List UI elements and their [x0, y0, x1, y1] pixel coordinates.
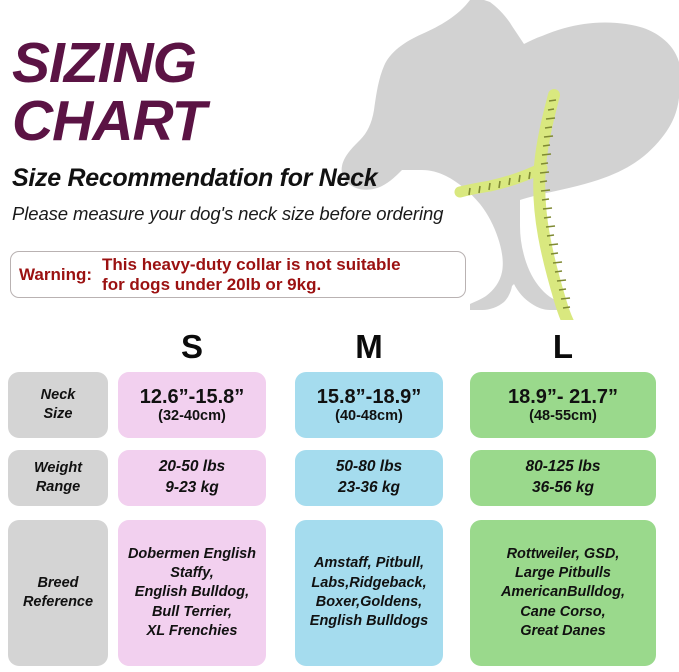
header-block: SIZING CHART Size Recommendation for Nec… [12, 31, 482, 225]
weight-range-s-kg: 9-23 kg [165, 479, 219, 496]
warning-message-line2: for dogs under 20lb or 9kg. [102, 274, 322, 294]
page-title-line1: SIZING [12, 31, 197, 95]
weight-range-s-lbs: 20-50 lbs [158, 458, 226, 476]
measure-instruction: Please measure your dog's neck size befo… [12, 202, 444, 224]
row-label-breed-reference-line2: Reference [22, 594, 94, 610]
neck-size-l-cm: (48-55cm) [529, 407, 597, 424]
row-label-weight-range-line1: Weight [33, 460, 83, 477]
neck-size-l-inches: 18.9”- 21.7” [507, 385, 619, 408]
breed-m-line3: Boxer,Goldens, [315, 594, 423, 610]
breed-m-line4: English Bulldogs [309, 613, 429, 630]
breed-s-line3: English Bulldog, [134, 584, 250, 601]
breed-m-line1: Amstaff, Pitbull, [313, 555, 425, 572]
weight-range-l-kg: 36-56 kg [531, 479, 595, 496]
cell-weight-range-m: 50-80 lbs 23-36 kg [295, 450, 443, 506]
row-label-weight-range-line2: Range [35, 479, 81, 495]
neck-size-m-inches: 15.8”-18.9” [316, 385, 422, 408]
cell-breed-reference-m: Amstaff, Pitbull, Labs,Ridgeback, Boxer,… [295, 520, 443, 666]
breed-s-line5: XL Frenchies [146, 622, 238, 639]
size-header-s: S [180, 328, 203, 365]
breed-s-line2: Staffy, [170, 565, 214, 582]
row-label-breed-reference-line1: Breed [37, 575, 79, 592]
tape-band-main [533, 89, 574, 320]
cell-breed-reference-s: Dobermen English Staffy, English Bulldog… [118, 520, 266, 666]
breed-l-line4: Cane Corso, [520, 603, 606, 620]
warning-message: This heavy-duty collar is not suitable f… [102, 255, 401, 293]
cell-neck-size-m: 15.8”-18.9” (40-48cm) [295, 372, 443, 438]
weight-range-m-lbs: 50-80 lbs [335, 458, 403, 476]
breed-s-line1: Dobermen English [127, 545, 257, 562]
breed-s-line4: Bull Terrier, [151, 603, 233, 620]
cell-neck-size-l: 18.9”- 21.7” (48-55cm) [470, 372, 656, 438]
cell-weight-range-s: 20-50 lbs 9-23 kg [118, 450, 266, 506]
warning-message-line1: This heavy-duty collar is not suitable [102, 255, 401, 275]
row-label-neck-size: Neck Size [8, 372, 108, 438]
row-label-neck-size-line2: Size [43, 406, 73, 422]
breed-l-line5: Great Danes [520, 622, 606, 639]
breed-l-line2: Large Pitbulls [515, 565, 611, 582]
neck-size-s-cm: (32-40cm) [158, 407, 226, 424]
cell-weight-range-l: 80-125 lbs 36-56 kg [470, 450, 656, 506]
breed-l-line1: Rottweiler, GSD, [506, 545, 620, 562]
warning-label: Warning: [19, 264, 93, 284]
page-subtitle: Size Recommendation for Neck [12, 163, 378, 192]
weight-range-m-kg: 23-36 kg [337, 479, 401, 496]
page-title-line2: CHART [12, 88, 206, 153]
warning-box: Warning: This heavy-duty collar is not s… [10, 251, 466, 298]
weight-range-l-lbs: 80-125 lbs [525, 458, 601, 476]
size-header-l: L [552, 328, 574, 365]
neck-size-s-inches: 12.6”-15.8” [139, 385, 245, 408]
cell-neck-size-s: 12.6”-15.8” (32-40cm) [118, 372, 266, 438]
tape-ticks [468, 99, 571, 309]
row-label-neck-size-line1: Neck [40, 387, 76, 404]
row-label-weight-range: Weight Range [8, 450, 108, 506]
neck-size-m-cm: (40-48cm) [335, 407, 403, 424]
size-header-m: M [355, 328, 383, 365]
cell-breed-reference-l: Rottweiler, GSD, Large Pitbulls American… [470, 520, 656, 666]
breed-m-line2: Labs,Ridgeback, [311, 574, 427, 591]
breed-l-line3: AmericanBulldog, [500, 584, 626, 601]
row-label-breed-reference: Breed Reference [8, 520, 108, 666]
